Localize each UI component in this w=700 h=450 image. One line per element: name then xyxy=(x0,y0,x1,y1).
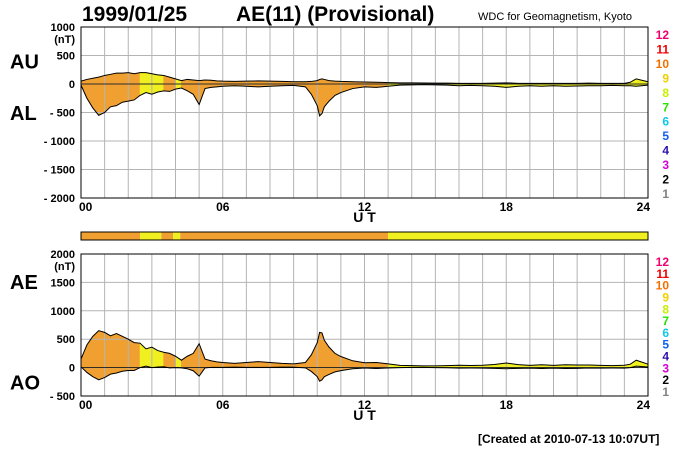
area-segment xyxy=(145,72,153,95)
area-segment xyxy=(157,350,164,368)
level-legend-label: 5 xyxy=(662,338,669,352)
level-legend-label: 7 xyxy=(662,100,669,114)
date-title: 1999/01/25 xyxy=(82,3,188,26)
activity-level-band xyxy=(80,231,649,241)
level-legend-label: 3 xyxy=(662,158,669,172)
x-tick-label: 12 xyxy=(358,200,372,214)
x-tick-label: 06 xyxy=(216,200,230,214)
area-segment xyxy=(104,73,111,114)
area-segment xyxy=(163,75,170,92)
y-tick-label: - 500 xyxy=(50,391,75,403)
level-legend-label: 9 xyxy=(662,290,669,304)
y-unit-label: (nT) xyxy=(54,261,75,273)
activity-band-segment xyxy=(140,232,162,240)
activity-band-segment xyxy=(173,232,181,240)
institution-label: WDC for Geomagnetism, Kyoto xyxy=(478,11,633,23)
y-tick-label: - 1000 xyxy=(44,136,75,148)
area-segment xyxy=(110,72,117,108)
level-legend-label: 11 xyxy=(656,267,669,281)
area-segment xyxy=(116,72,123,107)
y-tick-label: 0 xyxy=(69,79,75,91)
area-segment xyxy=(98,75,105,116)
area-segment xyxy=(163,351,170,369)
x-tick-label: 18 xyxy=(500,200,514,214)
activity-band-segment xyxy=(161,232,174,240)
x-tick-label: 18 xyxy=(500,398,514,412)
x-tick-label: 24 xyxy=(637,398,651,412)
page-title: AE(11) (Provisional) xyxy=(236,3,435,26)
x-tick-label: 12 xyxy=(358,398,372,412)
created-timestamp: [Created at 2010-07-13 10:07UT] xyxy=(478,432,660,446)
level-legend-label: 4 xyxy=(662,350,669,364)
level-legend-label: 2 xyxy=(662,373,669,387)
au-al-panel: 1000 500 0 - 500 - 1000 - 1500 - 2000 (nT) 00 06 1… xyxy=(10,22,669,225)
y-tick-label: 1500 xyxy=(51,277,75,289)
area-segment xyxy=(127,72,135,102)
level-legend-label: 11 xyxy=(656,42,669,56)
x-tick-label: 00 xyxy=(79,398,93,412)
level-legend-label: 3 xyxy=(662,361,669,375)
series-label-ao: AO xyxy=(10,373,40,395)
y-tick-label: 0 xyxy=(69,363,75,375)
level-legend-label: 2 xyxy=(662,173,669,187)
area-segment xyxy=(319,332,323,382)
series-line-au xyxy=(80,72,649,84)
activity-band-segment xyxy=(180,232,389,240)
level-legend-label: 1 xyxy=(662,385,669,399)
activity-band-segment xyxy=(388,232,648,240)
area-segment xyxy=(122,335,129,372)
y-tick-label: 1000 xyxy=(51,306,75,318)
level-legend-label: 1 xyxy=(662,187,669,201)
y-tick-label: - 500 xyxy=(50,108,75,120)
y-unit-label: (nT) xyxy=(54,34,75,46)
series-label-al: AL xyxy=(10,103,37,125)
activity-band-frame xyxy=(80,231,649,241)
area-segment xyxy=(127,338,135,371)
x-axis-label: U T xyxy=(353,407,376,423)
level-legend-label: 6 xyxy=(662,326,669,340)
plot-frame xyxy=(80,26,649,199)
level-legend-label: 8 xyxy=(662,302,669,316)
plot-frame xyxy=(80,253,649,397)
level-legend-label: 4 xyxy=(662,144,669,158)
level-legend-label: 12 xyxy=(656,255,670,269)
y-tick-label: 500 xyxy=(57,334,75,346)
series-line-ao xyxy=(80,365,649,382)
y-tick-label: 2000 xyxy=(51,249,75,261)
area-segment xyxy=(145,346,153,368)
series-line-al xyxy=(80,84,649,117)
y-tick-label: 500 xyxy=(57,51,75,63)
series-line-ae xyxy=(80,330,649,367)
y-tick-label: - 1500 xyxy=(44,165,75,177)
activity-band-segment xyxy=(81,232,141,240)
area-segment xyxy=(122,72,129,103)
series-label-au: AU xyxy=(10,52,39,74)
level-legend-label: 10 xyxy=(656,279,670,293)
area-segment xyxy=(98,330,105,381)
level-legend-label: 7 xyxy=(662,314,669,328)
level-legend-label: 5 xyxy=(662,129,669,143)
level-legend-label: 8 xyxy=(662,86,669,100)
area-segment xyxy=(133,342,141,371)
x-tick-label: 06 xyxy=(216,398,230,412)
level-legend-label: 9 xyxy=(662,71,669,85)
area-segment xyxy=(157,74,164,93)
y-tick-label: 1000 xyxy=(51,22,75,34)
level-legend-label: 12 xyxy=(656,28,670,42)
level-legend-label: 6 xyxy=(662,115,669,129)
x-tick-label: 24 xyxy=(637,200,651,214)
series-label-ae: AE xyxy=(10,272,38,294)
x-axis-label: U T xyxy=(353,209,376,225)
x-tick-label: 00 xyxy=(79,200,93,214)
area-segment xyxy=(92,329,100,381)
level-legend-label: 10 xyxy=(656,57,670,71)
y-tick-label: - 2000 xyxy=(44,193,75,205)
